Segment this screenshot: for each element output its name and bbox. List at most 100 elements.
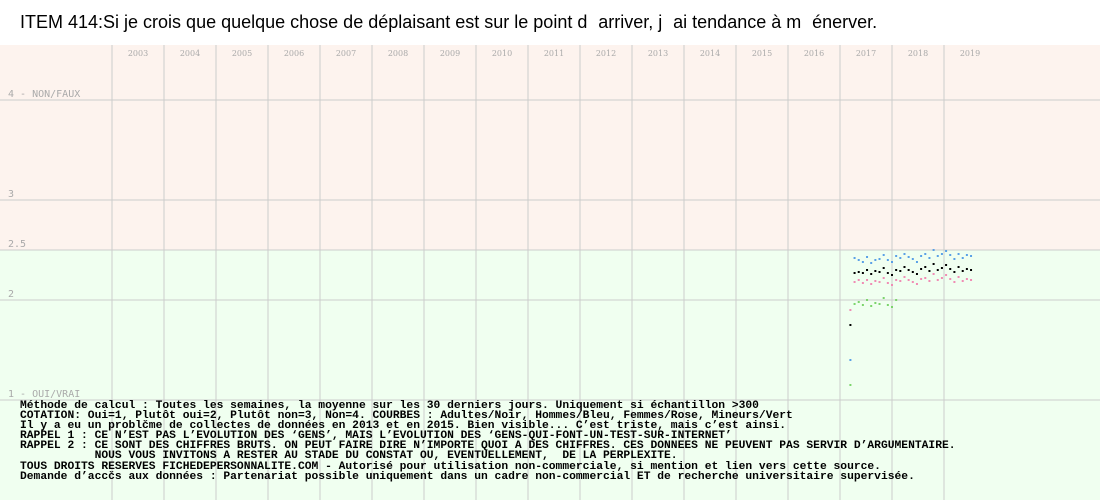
point	[870, 262, 873, 264]
point	[891, 274, 893, 276]
y-tick-label: 2	[8, 289, 14, 300]
point	[861, 272, 864, 274]
point	[957, 253, 960, 255]
point	[911, 271, 914, 273]
point	[882, 254, 885, 256]
point	[949, 278, 952, 280]
point	[882, 267, 885, 269]
x-tick-label: 2011	[544, 49, 564, 58]
point	[891, 261, 893, 263]
note-line: TOUS DROITS RESERVES FICHEDEPERSONNALITE…	[20, 460, 881, 473]
x-tick-label: 2003	[128, 49, 148, 58]
x-tick-label: 2007	[336, 49, 356, 58]
point	[891, 306, 893, 308]
chart-title: ITEM 414:Si je crois que quelque chose d…	[20, 12, 878, 32]
point	[970, 269, 973, 271]
point	[857, 271, 860, 273]
point	[861, 261, 864, 263]
point	[899, 280, 902, 282]
point	[924, 266, 927, 268]
point	[915, 283, 918, 285]
point	[945, 250, 948, 252]
point	[957, 266, 960, 268]
point	[878, 271, 881, 273]
point	[924, 277, 927, 279]
point	[920, 278, 923, 280]
point	[899, 270, 902, 272]
point	[965, 278, 968, 280]
point	[940, 253, 943, 255]
point	[866, 256, 869, 258]
y-tick-label: 2.5	[8, 239, 26, 250]
point	[936, 279, 939, 281]
point	[940, 277, 943, 279]
point	[936, 269, 939, 271]
point	[895, 255, 898, 257]
point	[849, 384, 852, 386]
point	[965, 268, 968, 270]
band-upper	[0, 45, 1100, 250]
point	[903, 266, 906, 268]
note-line: RAPPEL 2 : CE SONT DES CHIFFRES BRUTS. O…	[20, 440, 956, 453]
point	[903, 276, 906, 278]
point	[878, 258, 881, 260]
point	[870, 283, 873, 285]
point	[928, 280, 931, 282]
x-tick-label: 2014	[700, 49, 720, 58]
x-tick-label: 2010	[492, 49, 512, 58]
y-tick-label: 4 - NON/FAUX	[8, 89, 80, 100]
point	[949, 268, 952, 270]
note-line: Demande d’accčs aux données : Partenaria…	[20, 470, 915, 483]
point	[853, 281, 856, 283]
note-line: Méthode de calcul : Toutes les semaines,…	[20, 400, 759, 412]
point	[870, 305, 873, 307]
point	[853, 303, 856, 305]
point	[932, 263, 935, 265]
point	[961, 270, 964, 272]
note-line: COTATION: Oui=1, Plutôt oui=2, Plutôt no…	[20, 410, 793, 423]
point	[857, 301, 860, 303]
note-line: RAPPEL 1 : CE N’EST PAS L’EVOLUTION DES …	[20, 430, 732, 443]
point	[949, 254, 952, 256]
point	[945, 274, 948, 276]
point	[895, 269, 898, 271]
y-tick-label: 1 - OUI/VRAI	[8, 389, 80, 400]
point	[915, 273, 918, 275]
point	[903, 253, 906, 255]
x-tick-label: 2006	[284, 49, 304, 58]
x-tick-label: 2013	[648, 49, 668, 58]
point	[928, 270, 931, 272]
point	[866, 269, 869, 271]
point	[928, 257, 931, 259]
point	[957, 276, 960, 278]
point	[874, 280, 877, 282]
point	[853, 272, 856, 274]
point	[940, 267, 943, 269]
x-tick-label: 2009	[440, 49, 460, 58]
point	[961, 280, 964, 282]
point	[924, 253, 927, 255]
point	[895, 299, 898, 301]
x-tick-label: 2016	[804, 49, 824, 58]
point	[882, 297, 885, 299]
x-tick-label: 2005	[232, 49, 252, 58]
x-tick-label: 2015	[752, 49, 772, 58]
point	[899, 257, 902, 259]
point	[953, 258, 956, 260]
x-tick-label: 2017	[856, 49, 876, 58]
point	[878, 281, 881, 283]
point	[886, 282, 889, 284]
x-tick-label: 2012	[596, 49, 616, 58]
point	[911, 258, 914, 260]
point	[870, 273, 873, 275]
point	[849, 324, 852, 326]
point	[953, 271, 956, 273]
point	[907, 269, 910, 271]
band-lower	[0, 250, 1100, 500]
point	[970, 279, 973, 281]
point	[970, 255, 973, 257]
point	[886, 272, 889, 274]
point	[886, 304, 889, 306]
